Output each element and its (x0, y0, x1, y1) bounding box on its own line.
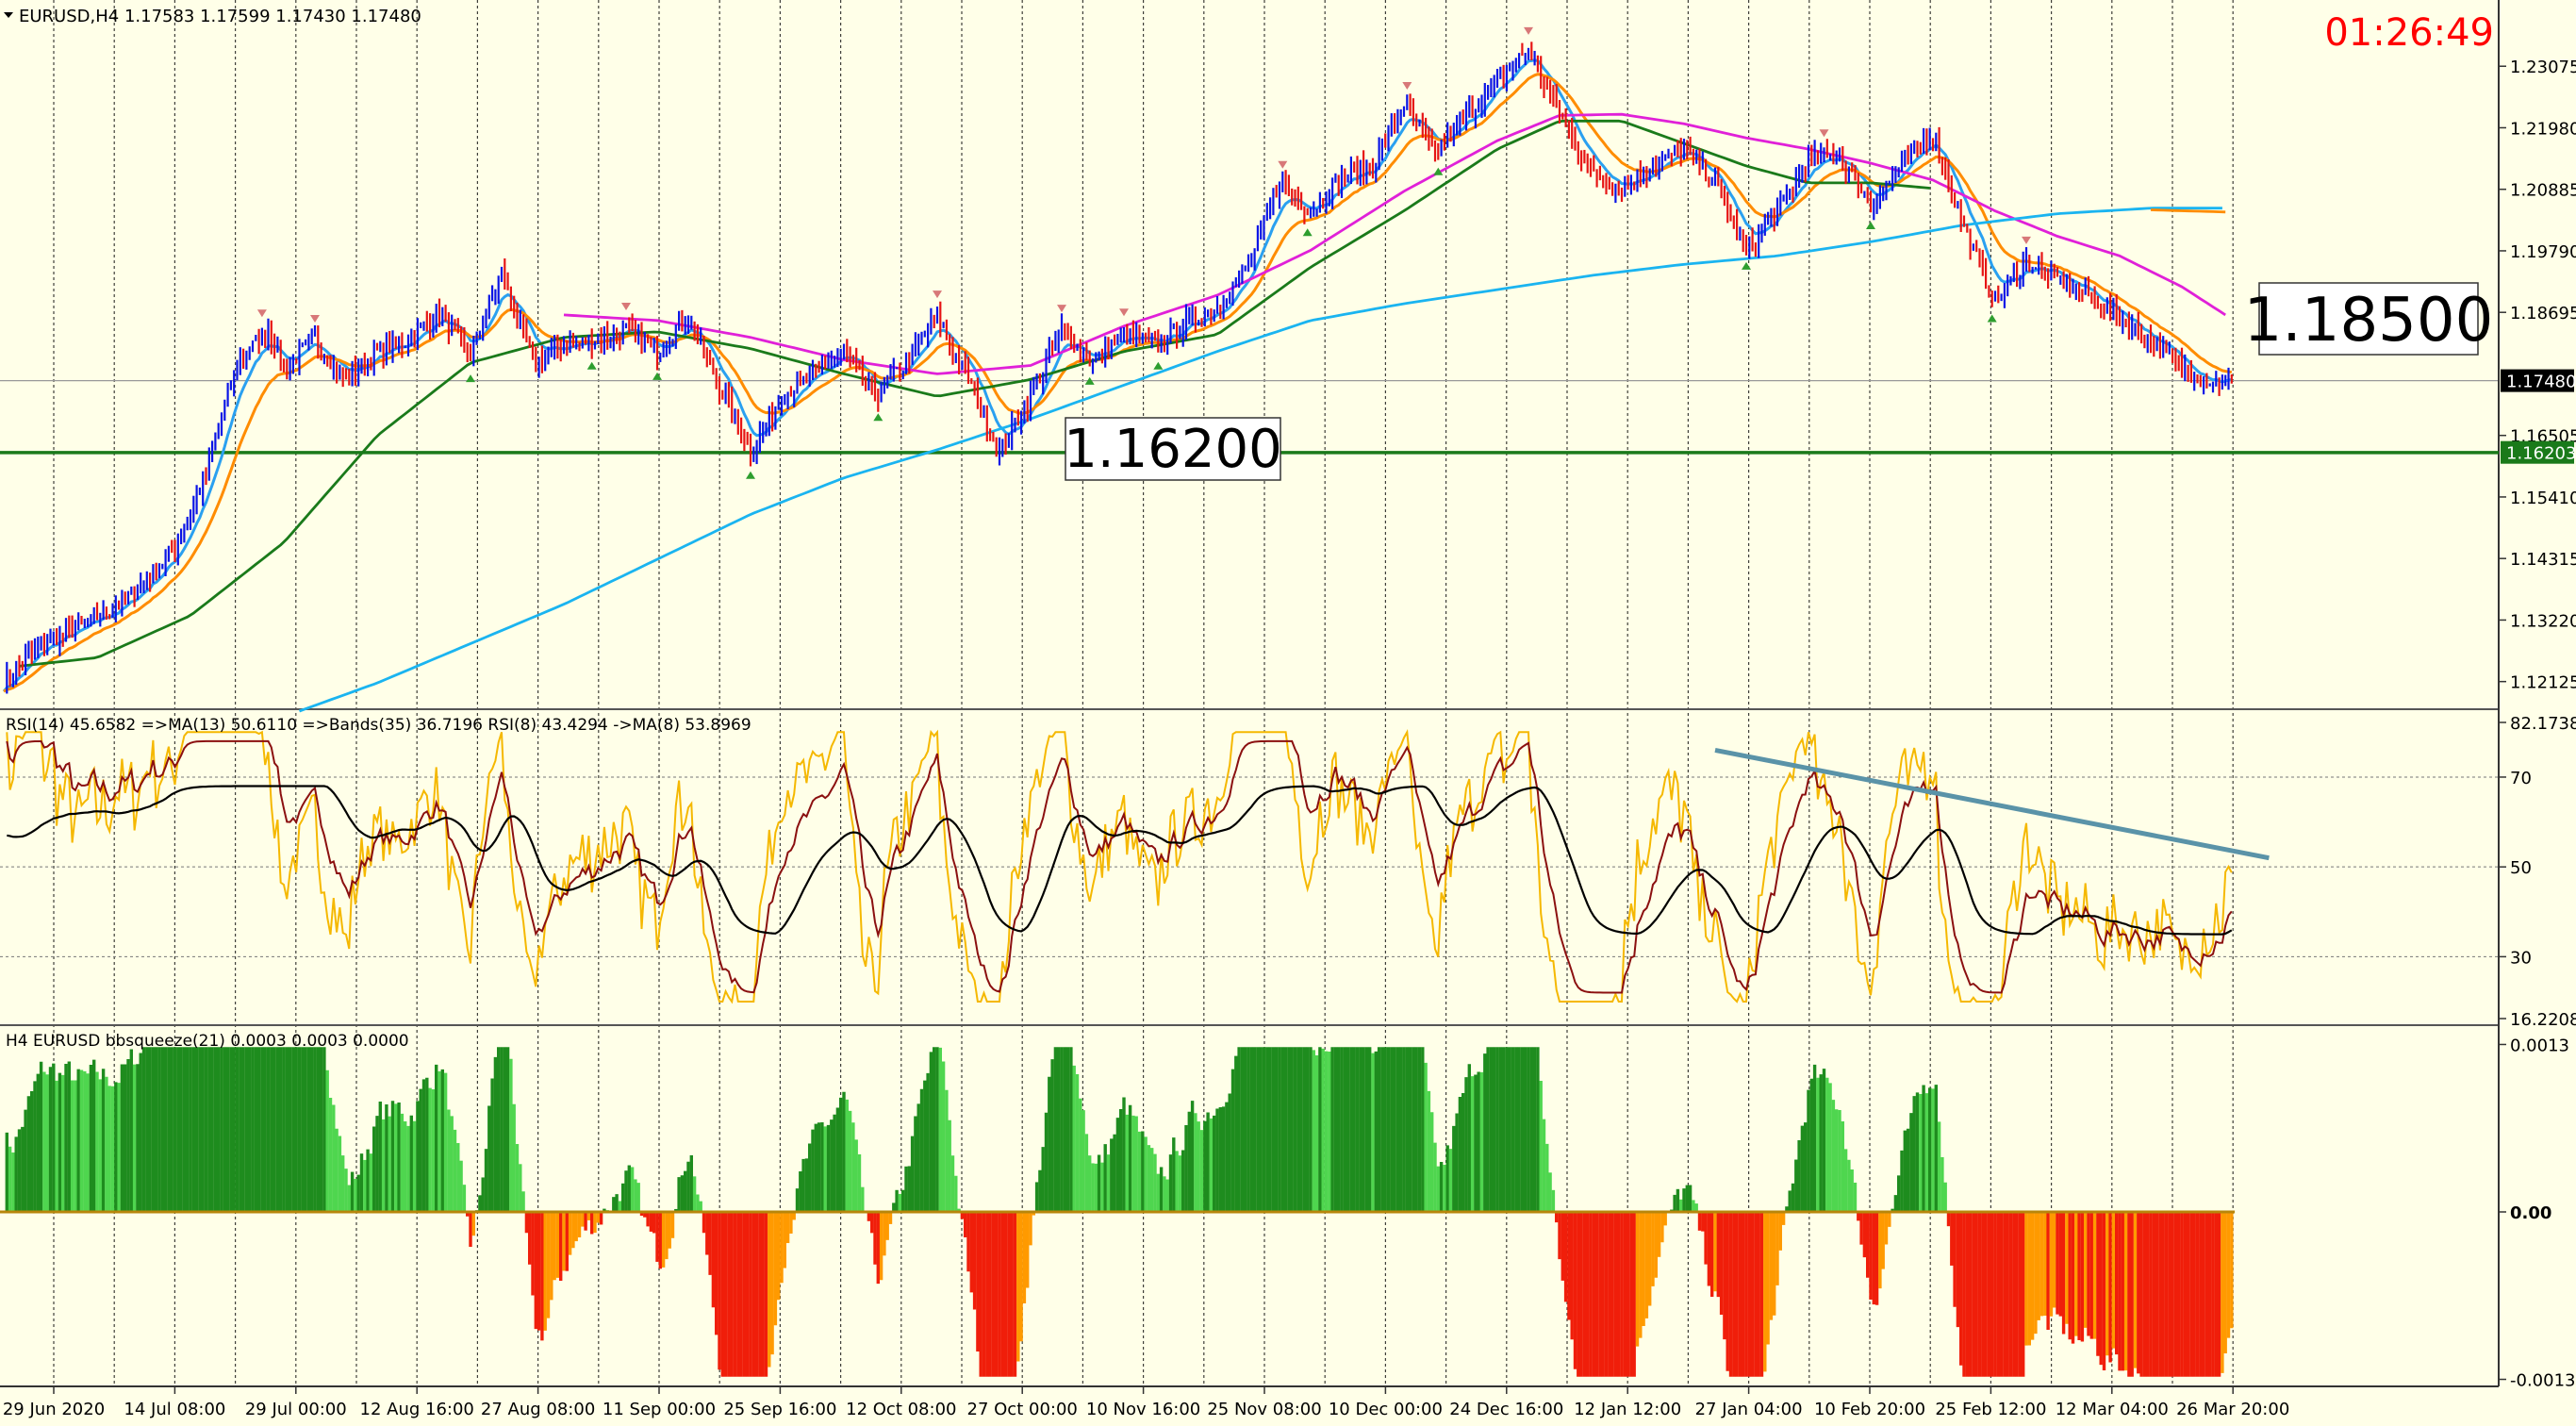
buy-arrow-icon (1866, 221, 1875, 229)
ma-200-line (299, 207, 2222, 713)
price-label: 1.23075 (2510, 58, 2576, 77)
buy-arrow-icon (652, 372, 662, 380)
time-label: 25 Nov 08:00 (1207, 1400, 1321, 1419)
price-label: 1.19790 (2510, 242, 2576, 262)
buy-arrow-icon (1084, 376, 1095, 385)
time-label: 29 Jul 00:00 (245, 1400, 347, 1419)
time-label: 10 Nov 16:00 (1086, 1400, 1200, 1419)
ma-orange-long-line (2150, 208, 2226, 214)
rsi-scale-label: 70 (2510, 769, 2532, 788)
sell-arrow-icon (621, 303, 631, 311)
main-price-pane[interactable] (0, 26, 2499, 713)
price-label: 1.21980 (2510, 119, 2576, 139)
chart-header-title: EURUSD,H4 1.17583 1.17599 1.17430 1.1748… (19, 7, 421, 26)
buy-arrow-icon (746, 471, 755, 479)
buy-arrow-icon (873, 413, 883, 422)
sell-arrow-icon (2022, 236, 2031, 244)
annotation-1-18500[interactable]: 1.18500 (2244, 282, 2494, 356)
rsi-scale-label: 30 (2510, 948, 2532, 968)
support-price-tag (2501, 440, 2574, 464)
annotation-1-16200[interactable]: 1.16200 (1064, 417, 1282, 481)
sell-arrow-icon (310, 315, 320, 323)
sell-arrow-icon (256, 309, 267, 318)
rsi-bands-line (7, 785, 2233, 936)
time-label: 12 Jan 12:00 (1574, 1400, 1681, 1419)
price-label: 1.13220 (2510, 611, 2576, 631)
buy-arrow-icon (1987, 314, 1997, 323)
time-label: 27 Oct 00:00 (967, 1400, 1078, 1419)
buy-arrow-icon (1153, 361, 1164, 370)
price-bars (6, 41, 2233, 694)
buy-arrow-icon (466, 374, 475, 383)
rsi-scale[interactable]: 82.1738 70 50 30 16.2208 (2499, 714, 2576, 1030)
rsi-pane-label: RSI(14) 45.6582 =>MA(13) 50.6110 =>Bands… (6, 716, 751, 735)
sell-arrow-icon (1402, 81, 1412, 90)
squeeze-scale-label: 0.0013 (2510, 1036, 2569, 1055)
price-label: 1.12125 (2510, 673, 2576, 693)
price-label: 1.20885 (2510, 181, 2576, 201)
rsi-levels (0, 776, 2499, 957)
time-label: 12 Oct 08:00 (846, 1400, 956, 1419)
time-label: 26 Mar 20:00 (2176, 1400, 2289, 1419)
annotation-1-16200-text: 1.16200 (1064, 419, 1282, 480)
time-scale[interactable]: 29 Jun 2020 14 Jul 08:00 29 Jul 00:00 12 Au… (3, 1386, 2289, 1419)
squeeze-histogram (0, 1047, 2236, 1377)
time-label: 24 Dec 16:00 (1449, 1400, 1563, 1419)
time-label: 12 Aug 16:00 (360, 1400, 474, 1419)
current-price-tag (2501, 369, 2574, 392)
squeeze-scale-label: 0.00 (2510, 1203, 2551, 1223)
sell-arrow-icon (1524, 26, 1533, 35)
rsi-scale-label: 16.2208 (2510, 1010, 2576, 1030)
sell-arrow-icon (1057, 305, 1066, 313)
time-label: 14 Jul 08:00 (124, 1400, 225, 1419)
sell-arrow-icon (1819, 129, 1829, 138)
rsi-trendline-stroke (1714, 747, 2270, 861)
signal-arrows (256, 26, 2031, 479)
candle-timer-clock: 01:26:49 (2324, 11, 2494, 55)
annotation-1-16200-box (1065, 417, 1281, 481)
time-label: 27 Jan 04:00 (1695, 1400, 1803, 1419)
squeeze-scale-label: -0.0013 (2510, 1371, 2575, 1391)
annotation-1-18500-box (2258, 282, 2479, 356)
time-label: 29 Jun 2020 (3, 1400, 105, 1419)
bbsqueeze-pane[interactable] (0, 1047, 2236, 1377)
price-label: 1.15410 (2510, 489, 2576, 508)
time-label: 25 Feb 12:00 (1935, 1400, 2046, 1419)
time-label: 12 Mar 04:00 (2056, 1400, 2169, 1419)
rsi-pane[interactable] (0, 729, 2499, 1004)
support-price-label: 1.16203 (2506, 444, 2576, 464)
price-scale[interactable]: 1.23075 1.21980 1.20885 1.19790 1.18695 1.174… (2499, 58, 2576, 693)
time-label: 11 Sep 00:00 (603, 1400, 716, 1419)
buy-arrow-icon (1302, 228, 1313, 237)
time-label: 10 Feb 20:00 (1814, 1400, 1925, 1419)
annotation-1-18500-text: 1.18500 (2244, 286, 2494, 356)
squeeze-pane-label: H4 EURUSD bbsqueeze(21) 0.0003 0.0003 0.… (6, 1032, 409, 1051)
rsi-scale-label: 50 (2510, 858, 2532, 878)
time-label: 10 Dec 00:00 (1329, 1400, 1443, 1419)
sell-arrow-icon (933, 290, 942, 299)
sell-arrow-icon (1119, 308, 1129, 317)
rsi-trendline[interactable] (1714, 747, 2270, 861)
rsi8-line (6, 729, 2233, 1004)
rsi-lines (6, 729, 2233, 1004)
time-label: 27 Aug 08:00 (481, 1400, 595, 1419)
chart-menu-triangle-icon[interactable] (4, 12, 13, 18)
rsi-scale-label: 82.1738 (2510, 714, 2576, 734)
squeeze-scale[interactable]: 0.0013 0.00 -0.0013 (2499, 1036, 2575, 1391)
buy-arrow-icon (586, 361, 597, 370)
price-label: 1.18695 (2510, 304, 2576, 323)
current-price-label: 1.17480 (2506, 373, 2576, 392)
price-label: 1.14315 (2510, 550, 2576, 570)
time-label: 25 Sep 16:00 (723, 1400, 836, 1419)
buy-arrow-icon (1742, 261, 1751, 270)
sell-arrow-icon (1278, 160, 1288, 169)
buy-arrow-icon (1433, 167, 1444, 175)
